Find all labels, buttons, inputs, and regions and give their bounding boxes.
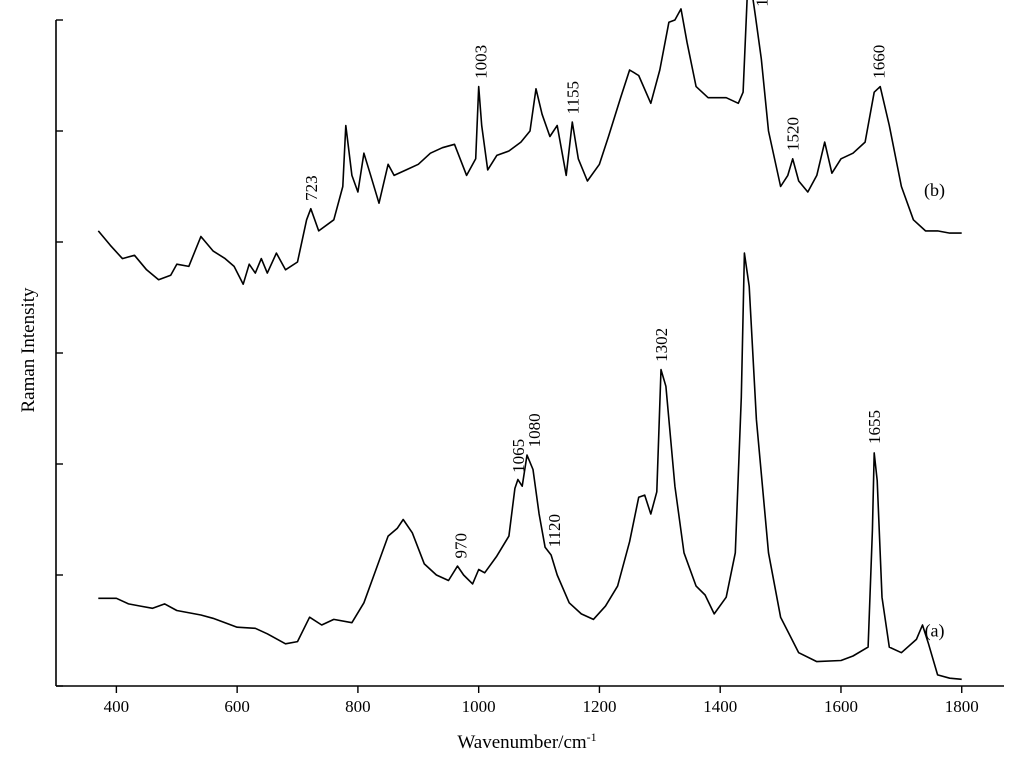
x-tick-label-1400: 1400 <box>703 697 737 716</box>
axes <box>55 20 1004 687</box>
x-ticks: 400 600 800 1000 1200 1400 1600 1800 <box>104 686 979 716</box>
series-labels: (b) (a) <box>924 180 945 642</box>
peak-label-1003: 1003 <box>472 45 491 79</box>
peak-label-1302: 1302 <box>652 328 671 362</box>
peak-label-1660: 1660 <box>869 45 888 79</box>
peak-label-1065: 1065 <box>509 439 528 473</box>
x-tick-label-1200: 1200 <box>582 697 616 716</box>
series-label-b: (b) <box>924 180 945 201</box>
peak-label-1655: 1655 <box>865 410 884 444</box>
peak-label-1120: 1120 <box>545 514 564 547</box>
peak-label-1450: 1450 <box>752 0 771 7</box>
x-tick-label-1000: 1000 <box>462 697 496 716</box>
x-tick-label-1600: 1600 <box>824 697 858 716</box>
x-tick-label-400: 400 <box>104 697 130 716</box>
x-tick-label-1800: 1800 <box>945 697 979 716</box>
peak-annotations: 9701065108011201302165572310031155144014… <box>302 0 889 558</box>
y-ticks <box>56 19 63 687</box>
series-line-b <box>97 0 962 285</box>
peak-label-723: 723 <box>302 175 321 201</box>
peak-label-970: 970 <box>452 533 471 559</box>
peak-label-1155: 1155 <box>563 81 582 114</box>
series-group <box>97 0 962 681</box>
x-axis-title: Wavenumber/cm-1 <box>457 730 596 753</box>
peak-label-1080: 1080 <box>525 413 544 447</box>
x-tick-label-600: 600 <box>224 697 250 716</box>
peak-label-1520: 1520 <box>784 117 803 151</box>
series-line-a <box>98 252 962 681</box>
series-label-a: (a) <box>925 621 945 642</box>
y-axis-title: Raman Intensity <box>18 287 39 413</box>
x-tick-label-800: 800 <box>345 697 371 716</box>
